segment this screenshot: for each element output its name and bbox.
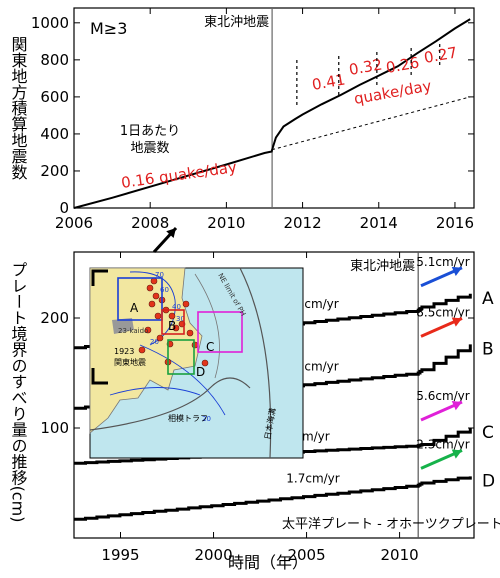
series-label-a: A [482,289,494,309]
rate-before-d: 1.7cm/yr [286,471,340,485]
daily-count-note-line1: 1日あたり [120,124,180,139]
rate-arrow-c-head [451,401,462,411]
inset-quake-dot [146,284,154,292]
inset-contour-label: 40 [172,303,181,311]
inset-trench-sagami [89,377,251,431]
inset-contour-label: 30 [176,315,185,323]
bottom-plot-frame [73,251,475,539]
inset-quake-dot [154,312,162,320]
rate-arrow-a-head [451,266,462,276]
bottom-y-tick-label: 100 [40,419,69,437]
rate-annotation-period-2: 0.32 [348,55,384,79]
inset-contour [109,387,201,396]
inset-label: 相模トラフ [168,413,208,423]
bottom-x-tick-label: 2010 [380,546,418,564]
bottom-x-tick-label: 1995 [101,546,139,564]
top-x-tick-label: 2012 [283,214,321,232]
rate-annotation-period-1: 0.41 [311,70,347,94]
series-label-b: B [482,339,494,359]
top-plot-frame [73,7,475,209]
inset-quake-dot [182,300,190,308]
bottom-y-axis-label: プレート境界のすべり量の推移(cm) [9,262,28,523]
inset-contour-label: 20 [202,415,211,423]
rate-annotation-period-3: 0.26 [385,53,421,77]
slip-series-d [74,476,472,521]
top-x-tick-label: 2010 [207,214,245,232]
inset-quake-dot [168,312,176,320]
top-x-tick-label: 2014 [360,214,398,232]
rate-after-b: 8.5cm/yr [416,305,470,319]
inset-label: A [130,301,139,315]
top-x-tick-label: 2016 [436,214,474,232]
inset-corner [91,269,108,286]
inset-quake-dot [150,277,158,285]
rate-arrow-d-head [451,449,462,459]
inset-contour-label: 20 [150,338,159,346]
inset-label: 関東地震 [114,357,146,367]
inset-label: 1923 [114,347,134,356]
top-y-tick-label: 800 [40,51,69,69]
inset-pointer-arrow-head [166,228,176,239]
top-trend-line [271,96,471,151]
inset-quake-dot [152,292,160,300]
rate-after-a: 5.1cm/yr [416,255,470,269]
inset-quake-dot [144,326,152,334]
inset-bay [112,318,134,334]
inset-ph-limit [194,273,220,379]
inset-corner [91,368,108,385]
inset-quake-dot [148,300,156,308]
rate-annotation-period-4: 0.27 [423,43,459,67]
rate-after-c: 5.6cm/yr [416,389,470,403]
inset-box-d [167,339,195,375]
rate-arrow-b-head [451,317,462,327]
inset-quake-dot [172,324,180,332]
bottom-y-tick-label: 200 [40,309,69,327]
rate-annotation-unit: quake/day [353,77,433,108]
inset-quake-dot [186,329,194,337]
inset-quake-dot [191,341,199,349]
top-y-tick-label: 600 [40,88,69,106]
bottom-x-axis-label: 時間（年） [228,553,308,572]
inset-label: C [206,340,214,354]
top-y-axis-label: 関東地方積算地震数 [9,36,28,180]
top-y-tick-label: 1000 [31,14,69,32]
plate-label: 太平洋プレート - オホーツクプレート [282,517,500,532]
top-event-label: 東北沖地震 [204,14,269,30]
bottom-chart: 1995 2000 2005 2010 100 200 時間（年） プレート境界のすべり量の推… [9,226,500,572]
rate-after-d: 2.3cm/yr [416,437,470,451]
inset-trench-japan [239,267,272,459]
inset-contour-label: 70 [155,271,164,279]
series-label-c: C [482,423,494,443]
top-y-tick-label: 0 [59,199,69,217]
top-y-tick-label: 200 [40,162,69,180]
inset-label: 23-kaido [118,327,148,335]
inset-quake-dot [201,359,209,367]
inset-label: B [168,319,176,333]
top-x-tick-label: 2006 [55,214,93,232]
series-label-d: D [482,471,495,491]
inset-contour [139,344,226,416]
rate-annotation-pre: 0.16 quake/day [120,158,238,192]
bottom-event-label: 東北沖地震 [350,258,415,274]
inset-contour-label: 60 [160,286,169,294]
magnitude-label: M≥3 [90,19,127,38]
bottom-x-tick-label: 2000 [194,546,232,564]
inset-quake-dot [156,334,164,342]
inset-box-b [161,309,185,335]
top-x-tick-label: 2008 [131,214,169,232]
inset-box-a [117,277,163,321]
top-chart: 2006 2008 2010 2012 2014 2016 0 200 400 600 800 100… [9,7,475,232]
inset-label: D [196,365,205,379]
bottom-x-tick-label: 2005 [287,546,325,564]
inset-box-c [197,311,243,353]
top-y-tick-label: 400 [40,125,69,143]
cumulative-quake-line [73,18,471,209]
daily-count-note-line2: 地震数 [130,141,169,156]
inset-quake-dot [138,346,146,354]
